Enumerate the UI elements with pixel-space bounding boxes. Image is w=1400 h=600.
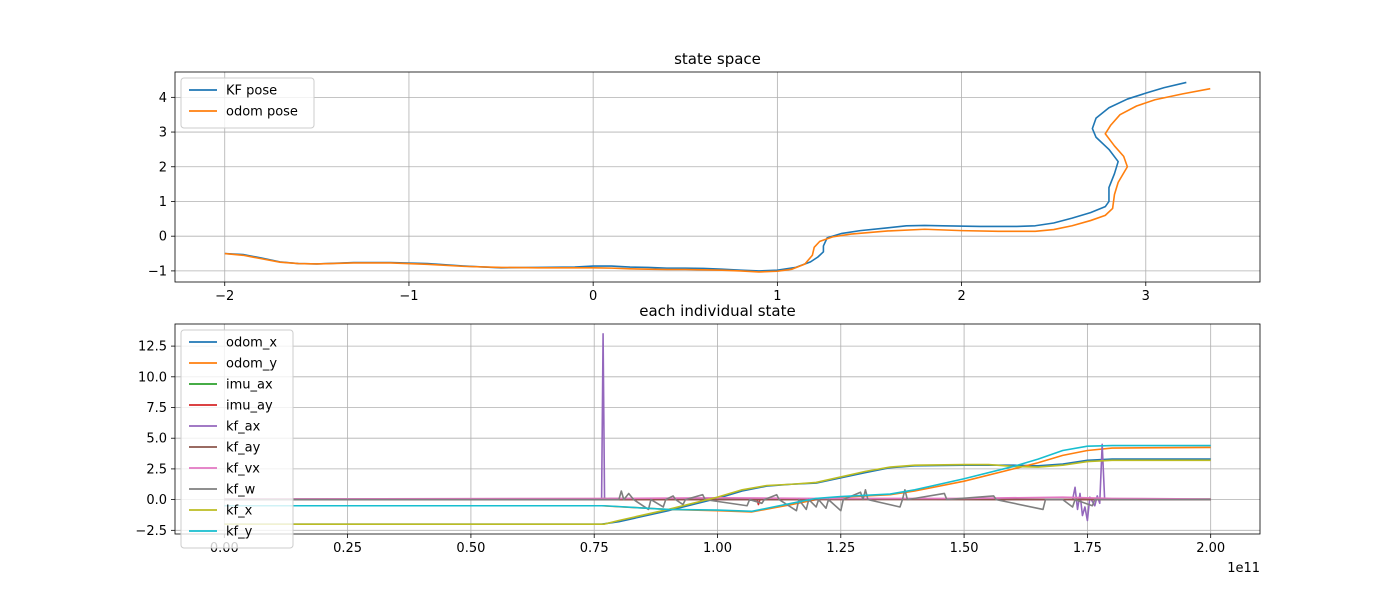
chart-title: each individual state: [639, 302, 796, 320]
legend: KF pose odom pose: [180, 77, 315, 129]
series-line-kf-w: [224, 488, 1211, 512]
legend-label: kf_ax: [226, 420, 261, 435]
x-tick-label: 0.25: [333, 541, 362, 556]
legend-label: imu_ay: [226, 399, 273, 414]
y-tick-label: 1: [159, 195, 167, 210]
chart-title: state space: [674, 50, 761, 68]
x-tick-label: 1.50: [950, 541, 979, 556]
series-line-kf-y: [224, 444, 1211, 513]
y-tick-label: 12.5: [138, 340, 167, 355]
y-tick-label: 0: [159, 230, 167, 245]
x-tick-label: 1: [773, 289, 781, 304]
x-tick-label: −2: [215, 289, 234, 304]
series-line-odom-x: [224, 458, 1211, 525]
x-tick-label: 1.25: [826, 541, 855, 556]
legend-label: kf_y: [226, 525, 253, 540]
legend-label: odom_y: [226, 357, 277, 372]
series-line-kf-x: [224, 459, 1211, 525]
y-tick-label: 10.0: [138, 370, 167, 385]
legend-label: KF pose: [226, 84, 277, 99]
y-tick-label: 3: [159, 126, 167, 141]
legend-label: odom_x: [226, 336, 277, 351]
legend-label: kf_x: [226, 504, 253, 519]
x-tick-label: 2: [957, 289, 965, 304]
x-offset-label: 1e11: [1227, 561, 1260, 576]
x-tick-label: 0: [589, 289, 597, 304]
x-tick-label: 1.00: [703, 541, 732, 556]
x-tick-label: 2.00: [1196, 541, 1225, 556]
y-tick-label: 2.5: [146, 462, 167, 477]
chart-bottom: 0.000.250.500.751.001.251.501.752.00−2.5…: [135, 302, 1261, 576]
y-tick-label: 2: [159, 160, 167, 175]
series-line-odom-pose: [224, 87, 1211, 273]
chart-top: −2 −1 0 1 2 3 −1 0 1 2 3 4 state space KF pose odom po…: [148, 50, 1261, 304]
legend-label: kf_w: [226, 483, 256, 498]
legend-label: odom pose: [226, 105, 298, 120]
y-tick-label: −1: [148, 264, 167, 279]
y-tick-label: 0.0: [146, 493, 167, 508]
y-tick-label: −2.5: [135, 524, 167, 539]
legend-label: kf_vx: [226, 462, 260, 477]
x-tick-label: 0.50: [456, 541, 485, 556]
legend: odom_x odom_y imu_ax imu_ay kf_ax kf_ay kf_vxk…: [180, 329, 294, 549]
series-group: [224, 81, 1211, 273]
x-tick-label: 1.75: [1073, 541, 1102, 556]
axes-frame: [174, 71, 1261, 283]
x-tick-label: 0.75: [580, 541, 609, 556]
y-tick-label: 7.5: [146, 401, 167, 416]
x-tick-label: 3: [1142, 289, 1150, 304]
series-group: [224, 333, 1211, 525]
x-tick-label: −1: [399, 289, 418, 304]
series-line-kf-vx: [224, 496, 1211, 500]
y-tick-label: 4: [159, 91, 167, 106]
legend-label: kf_ay: [226, 441, 261, 456]
y-tick-label: 5.0: [146, 432, 167, 447]
legend-label: imu_ax: [226, 378, 273, 393]
